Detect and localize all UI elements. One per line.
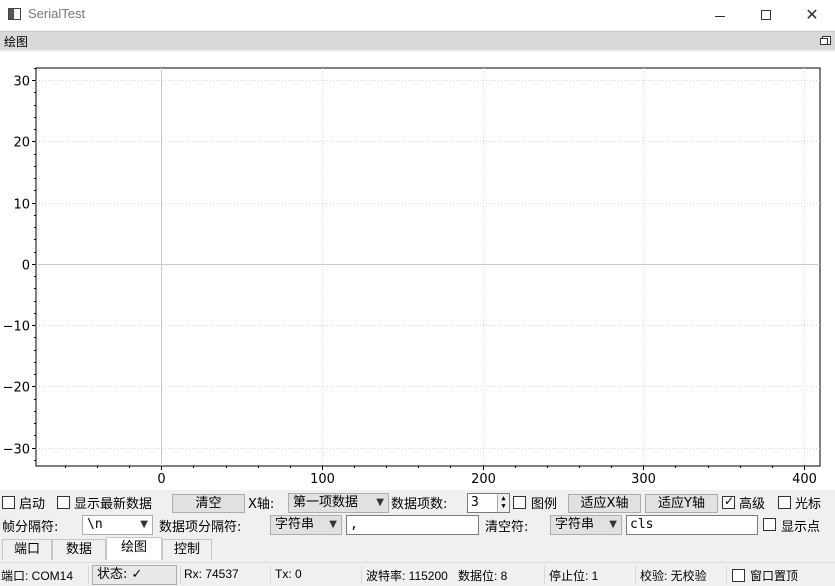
- stay-on-top-checkbox[interactable]: [732, 569, 745, 582]
- cursor-checkbox[interactable]: [778, 496, 791, 509]
- plot-controls-row-2: 帧分隔符: \n ▼ 数据项分隔符: 字符串 ▼ , 清空符: 字符串 ▼ cls 显…: [0, 514, 835, 536]
- tab-bar: 端口 数据 绘图 控制: [0, 537, 835, 560]
- y-tick-label: −10: [3, 320, 30, 335]
- advanced-checkbox[interactable]: [722, 494, 735, 509]
- x-axis-label: X轴:: [248, 497, 275, 512]
- status-divider: [544, 566, 545, 584]
- fit-x-button[interactable]: 适应X轴: [568, 494, 641, 513]
- dock-header: 绘图: [0, 31, 835, 50]
- item-sep-type-value: 字符串: [275, 517, 315, 532]
- status-divider: [635, 566, 636, 584]
- advanced-label: 高级: [739, 497, 766, 512]
- show-points-label: 显示点: [781, 520, 821, 535]
- dock-title: 绘图: [4, 35, 29, 49]
- status-divider: [361, 566, 362, 584]
- status-baud: 波特率: 115200: [366, 569, 448, 583]
- clear-char-label: 清空符:: [485, 520, 529, 535]
- window-title: SerialTest: [28, 6, 86, 21]
- y-tick-label: 20: [13, 136, 30, 151]
- y-tick-label: −20: [3, 381, 30, 396]
- y-tick-label: 30: [13, 75, 30, 90]
- item-count-spinbox[interactable]: 3 ▲ ▼: [467, 493, 510, 513]
- show-latest-checkbox[interactable]: [57, 496, 70, 509]
- y-tick-label: 10: [13, 198, 30, 213]
- app-icon: [8, 8, 21, 20]
- legend-label: 图例: [531, 497, 558, 512]
- maximize-icon: [761, 10, 771, 20]
- fit-y-button[interactable]: 适应Y轴: [645, 494, 718, 513]
- status-bar: 端口: COM14 状态: ✓ Rx: 74537 Tx: 0 波特率: 115…: [0, 562, 835, 586]
- item-sep-label: 数据项分隔符:: [159, 520, 242, 535]
- clear-char-type-select[interactable]: 字符串 ▼: [550, 515, 622, 535]
- status-stop-bits: 停止位: 1: [549, 569, 599, 583]
- title-bar: SerialTest ✕: [0, 0, 835, 30]
- status-parity: 校验: 无校验: [640, 569, 707, 583]
- status-data-bits: 数据位: 8: [458, 569, 508, 583]
- start-label: 启动: [19, 497, 46, 512]
- tab-data[interactable]: 数据: [52, 539, 106, 560]
- show-points-checkbox[interactable]: [763, 518, 776, 531]
- x-axis-select[interactable]: 第一项数据 ▼: [288, 493, 389, 513]
- spin-arrows-icon[interactable]: ▲ ▼: [497, 494, 509, 512]
- plot-area[interactable]: 0 100 200 300 400 30 20 10 0 −10 −20 −30: [0, 52, 835, 490]
- tab-control[interactable]: 控制: [162, 539, 212, 560]
- status-tx: Tx: 0: [275, 567, 302, 581]
- cursor-label: 光标: [795, 497, 822, 512]
- minimize-button[interactable]: [697, 0, 743, 30]
- x-tick-label: 100: [310, 472, 335, 487]
- minimize-icon: [715, 15, 725, 17]
- connection-state-button[interactable]: 状态: ✓: [92, 565, 177, 585]
- frame-sep-value: \n: [87, 517, 103, 532]
- item-sep-input[interactable]: ,: [346, 515, 479, 535]
- start-checkbox[interactable]: [2, 496, 15, 509]
- chevron-down-icon: ▼: [376, 497, 384, 508]
- status-divider: [726, 566, 727, 584]
- legend-checkbox[interactable]: [513, 496, 526, 509]
- item-count-label: 数据项数:: [391, 497, 448, 512]
- x-tick-label: 200: [471, 472, 496, 487]
- status-divider: [180, 566, 181, 584]
- x-tick-label: 400: [792, 472, 817, 487]
- clear-char-input[interactable]: cls: [626, 515, 758, 535]
- chevron-down-icon: ▼: [140, 519, 148, 530]
- clear-char-type-value: 字符串: [555, 517, 595, 532]
- tab-plot[interactable]: 绘图: [106, 537, 162, 560]
- x-tick-label: 0: [157, 472, 165, 487]
- close-button[interactable]: ✕: [789, 0, 835, 30]
- chevron-down-icon: ▼: [609, 519, 617, 530]
- x-axis-value: 第一项数据: [293, 495, 359, 510]
- clear-button[interactable]: 清空: [172, 494, 245, 513]
- float-dock-icon[interactable]: [820, 36, 831, 45]
- chevron-down-icon: ▼: [329, 519, 337, 530]
- tab-port[interactable]: 端口: [2, 539, 52, 560]
- item-sep-type-select[interactable]: 字符串 ▼: [270, 515, 342, 535]
- stay-on-top-label: 窗口置顶: [750, 569, 799, 583]
- y-tick-label: −30: [3, 443, 30, 458]
- frame-sep-label: 帧分隔符:: [2, 520, 59, 535]
- status-divider: [270, 566, 271, 584]
- frame-sep-select[interactable]: \n ▼: [82, 515, 153, 535]
- y-tick-label: 0: [22, 259, 30, 274]
- status-rx: Rx: 74537: [184, 567, 239, 581]
- plot-frame: [35, 67, 821, 467]
- status-divider: [88, 566, 89, 584]
- item-count-value: 3: [471, 495, 479, 510]
- status-port: 端口: COM14: [1, 569, 74, 583]
- show-latest-label: 显示最新数据: [74, 497, 153, 512]
- x-tick-label: 300: [631, 472, 656, 487]
- maximize-button[interactable]: [743, 0, 789, 30]
- plot-controls-row-1: 启动 显示最新数据 清空 X轴: 第一项数据 ▼ 数据项数: 3 ▲ ▼ 图例 适应…: [0, 492, 835, 514]
- close-icon: ✕: [805, 5, 819, 24]
